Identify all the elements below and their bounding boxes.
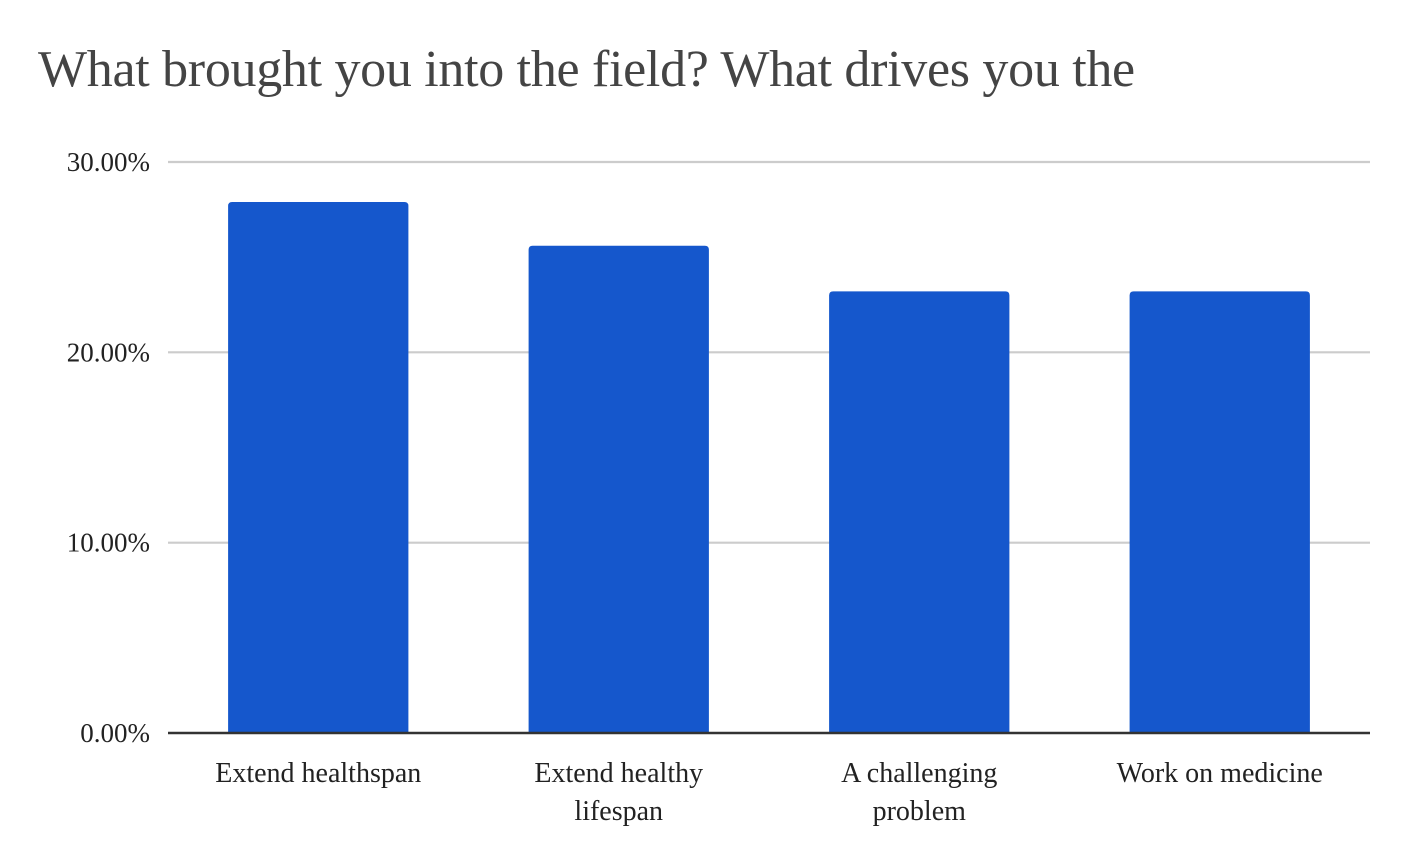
bar-2 [829,291,1010,733]
x-tick-label: problem [873,796,967,827]
bars [228,201,1310,734]
bar-0 [228,201,409,734]
bar-1 [528,245,709,733]
y-tick-label: 30.00% [67,147,150,177]
y-tick-label: 20.00% [67,337,150,367]
y-tick-label: 0.00% [80,718,150,748]
chart-title: What brought you into the field? What dr… [38,41,1135,98]
x-tick-label: A challenging [841,758,997,789]
bar-3 [1129,291,1310,733]
x-tick-label: Extend healthspan [215,758,421,789]
y-tick-label: 10.00% [67,528,150,558]
x-tick-label: Extend healthy [534,758,703,789]
x-tick-label: lifespan [574,796,663,827]
x-tick-label: Work on medicine [1117,758,1323,789]
tick-labels: 0.00% 10.00% 20.00% 30.00% Extend healthspan… [67,147,1323,827]
